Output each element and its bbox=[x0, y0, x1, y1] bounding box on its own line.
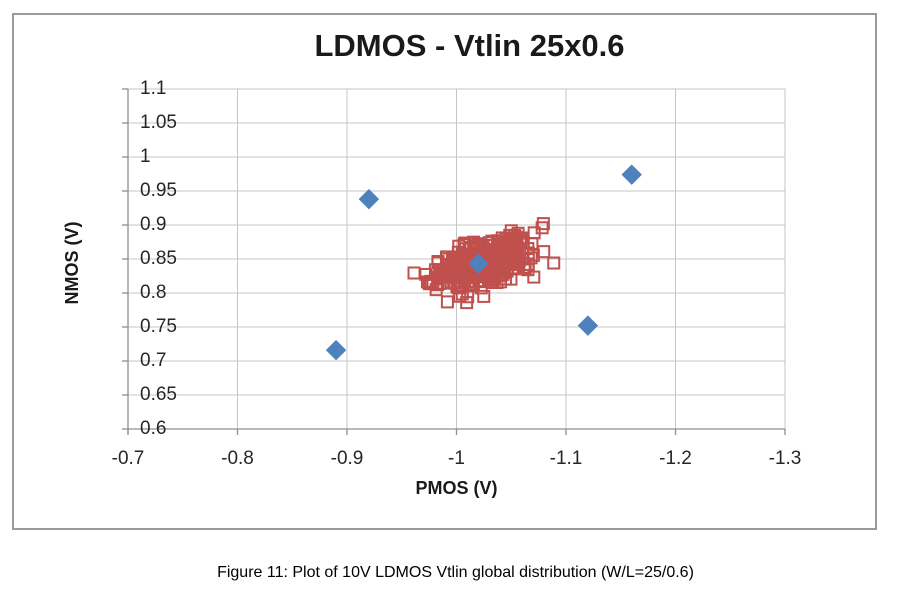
data-point-diamond bbox=[325, 339, 347, 361]
y-tick-label: 1.05 bbox=[140, 112, 177, 133]
data-point-square bbox=[547, 256, 561, 270]
x-tick-label: -0.8 bbox=[221, 448, 254, 469]
data-point-square bbox=[483, 272, 497, 286]
data-point-square bbox=[455, 287, 469, 301]
y-tick-label: 0.75 bbox=[140, 316, 177, 337]
data-point-square bbox=[521, 257, 535, 271]
chart-container: LDMOS - Vtlin 25x0.6 NMOS (V) PMOS (V) 1… bbox=[12, 13, 877, 530]
chart-title: LDMOS - Vtlin 25x0.6 bbox=[314, 28, 625, 63]
data-point-square bbox=[537, 245, 551, 259]
y-tick-label: 1.1 bbox=[140, 78, 167, 99]
y-tick-label: 1 bbox=[140, 146, 151, 167]
y-tick-label: 0.6 bbox=[140, 418, 167, 439]
data-point-square bbox=[514, 233, 528, 247]
x-tick-label: -0.9 bbox=[330, 448, 364, 469]
x-tick-label: -1 bbox=[448, 448, 465, 469]
data-point-square bbox=[444, 266, 458, 280]
data-point-diamond bbox=[358, 188, 380, 210]
data-point-diamond bbox=[468, 253, 489, 274]
data-point-square bbox=[527, 270, 541, 284]
figure-caption: Figure 11: Plot of 10V LDMOS Vtlin globa… bbox=[217, 564, 694, 581]
data-point-square bbox=[493, 249, 507, 263]
data-point-diamond bbox=[577, 315, 599, 336]
data-point-diamond bbox=[621, 164, 642, 185]
data-point-square bbox=[440, 295, 454, 309]
data-point-square bbox=[407, 266, 421, 280]
x-tick-label: -0.7 bbox=[111, 448, 145, 469]
data-point-square bbox=[507, 240, 521, 254]
data-point-square bbox=[464, 240, 478, 254]
y-tick-label: 0.8 bbox=[140, 282, 167, 303]
data-point-square bbox=[485, 264, 499, 278]
data-point-square bbox=[518, 261, 532, 275]
data-point-square bbox=[460, 296, 474, 310]
x-axis-title: PMOS (V) bbox=[415, 478, 498, 498]
x-tick-label: -1.3 bbox=[768, 448, 802, 469]
data-point-square bbox=[428, 263, 442, 277]
y-tick-label: 0.7 bbox=[140, 350, 167, 371]
y-axis-title: NMOS (V) bbox=[62, 221, 82, 305]
x-tick-label: -1.1 bbox=[549, 448, 583, 469]
data-point-square bbox=[447, 251, 461, 265]
data-point-square bbox=[477, 289, 491, 303]
y-tick-label: 0.65 bbox=[140, 384, 177, 405]
x-tick-label: -1.2 bbox=[659, 448, 692, 469]
data-point-square bbox=[442, 269, 456, 283]
plot-area bbox=[122, 88, 786, 435]
y-tick-label: 0.85 bbox=[140, 248, 177, 269]
data-point-square bbox=[536, 217, 550, 231]
data-point-square bbox=[461, 275, 475, 289]
data-point-square bbox=[501, 257, 515, 271]
y-tick-label: 0.9 bbox=[140, 214, 167, 235]
y-tick-label: 0.95 bbox=[140, 180, 177, 201]
